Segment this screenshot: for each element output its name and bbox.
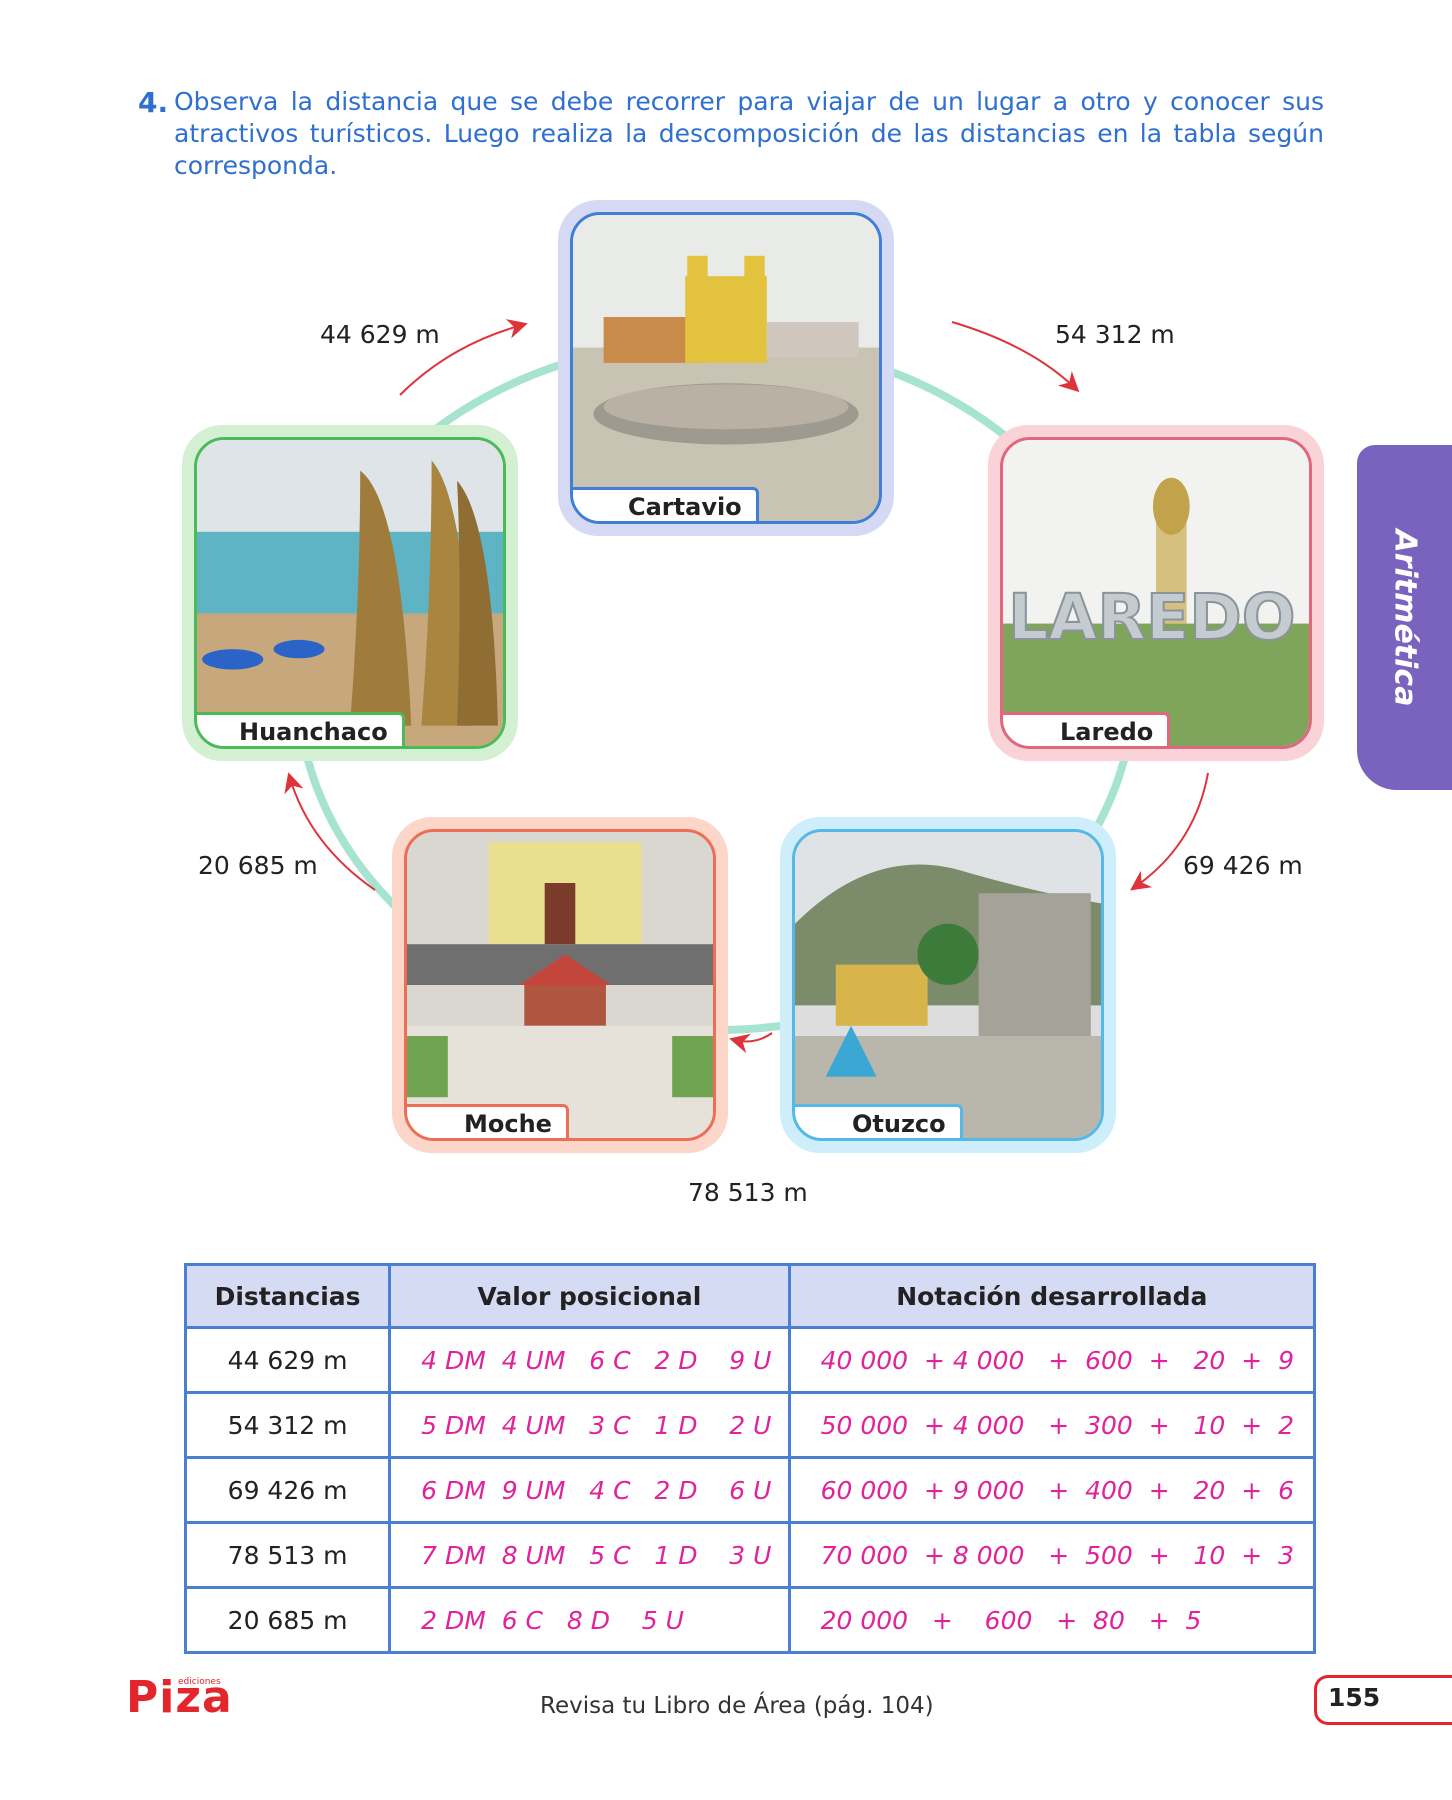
distance-cell: 20 685 m (183, 1586, 392, 1654)
place-photo-laredo: LAREDO Laredo (1000, 437, 1312, 749)
place-label-huanchaco: Huanchaco (197, 712, 405, 746)
place-label-otuzco: Otuzco (795, 1104, 963, 1138)
arrow-otuzco-moche (729, 1032, 773, 1054)
distance-cell: 69 426 m (183, 1456, 392, 1524)
publisher-logo: Piza (126, 1672, 233, 1723)
place-card-laredo: LAREDO Laredo (988, 425, 1324, 761)
positional-cell: 7 DM 8 UM 5 C 1 D 3 U (388, 1521, 791, 1589)
place-card-moche: Moche (392, 817, 728, 1153)
arrow-huanchaco-cartavio (399, 319, 528, 396)
place-photo-moche: Moche (404, 829, 716, 1141)
distance-huanchaco-cartavio: 44 629 m (320, 320, 440, 349)
footer-reference: Revisa tu Libro de Área (pág. 104) (540, 1693, 934, 1719)
expanded-cell: 40 000 + 4 000 + 600 + 20 + 9 (787, 1326, 1317, 1394)
positional-cell: 6 DM 9 UM 4 C 2 D 6 U (388, 1456, 791, 1524)
exercise-instruction: Observa la distancia que se debe recorre… (174, 87, 1324, 180)
expanded-cell: 50 000 + 4 000 + 300 + 10 + 2 (787, 1391, 1317, 1459)
distance-cartavio-laredo: 54 312 m (1055, 320, 1175, 349)
table-row: 78 513 m 7 DM 8 UM 5 C 1 D 3 U 70 000 + … (183, 1521, 1317, 1589)
positional-cell: 5 DM 4 UM 3 C 1 D 2 U (388, 1391, 791, 1459)
publisher-logo-subtitle: ediciones (178, 1677, 221, 1687)
place-photo-huanchaco: Huanchaco (194, 437, 506, 749)
distance-cell: 44 629 m (183, 1326, 392, 1394)
distance-cell: 78 513 m (183, 1521, 392, 1589)
exercise-number: 4. (138, 86, 169, 119)
svg-text:LAREDO: LAREDO (1008, 580, 1295, 654)
place-card-cartavio: Cartavio (558, 200, 894, 536)
distance-laredo-otuzco: 69 426 m (1183, 851, 1303, 880)
place-photo-otuzco: Otuzco (792, 829, 1104, 1141)
arrow-laredo-otuzco (1130, 772, 1209, 891)
place-label-moche: Moche (407, 1104, 569, 1138)
positional-cell: 4 DM 4 UM 6 C 2 D 9 U (388, 1326, 791, 1394)
expanded-cell: 20 000 + 600 + 80 + 5 (787, 1586, 1317, 1654)
table-row: 69 426 m 6 DM 9 UM 4 C 2 D 6 U 60 000 + … (183, 1456, 1317, 1524)
expanded-cell: 60 000 + 9 000 + 400 + 20 + 6 (787, 1456, 1317, 1524)
decomposition-table: Distancias Valor posicional Notación des… (183, 1263, 1317, 1654)
header-expanded-notation: Notación desarrollada (787, 1263, 1317, 1329)
positional-cell: 2 DM 6 C 8 D 5 U (388, 1586, 791, 1654)
expanded-cell: 70 000 + 8 000 + 500 + 10 + 3 (787, 1521, 1317, 1589)
place-photo-cartavio: Cartavio (570, 212, 882, 524)
distance-moche-huanchaco: 20 685 m (198, 851, 318, 880)
table-header-row: Distancias Valor posicional Notación des… (183, 1263, 1317, 1329)
page-number-box (1314, 1675, 1452, 1725)
table-row: 54 312 m 5 DM 4 UM 3 C 1 D 2 U 50 000 + … (183, 1391, 1317, 1459)
place-label-laredo: Laredo (1003, 712, 1171, 746)
place-label-cartavio: Cartavio (573, 487, 759, 521)
arrow-moche-huanchaco (284, 772, 376, 891)
distance-cell: 54 312 m (183, 1391, 392, 1459)
table-row: 44 629 m 4 DM 4 UM 6 C 2 D 9 U 40 000 + … (183, 1326, 1317, 1394)
distance-otuzco-moche: 78 513 m (688, 1178, 808, 1207)
page-number: 155 (1328, 1683, 1381, 1712)
place-card-otuzco: Otuzco (780, 817, 1116, 1153)
header-positional-value: Valor posicional (388, 1263, 791, 1329)
header-distances: Distancias (183, 1263, 392, 1329)
section-tab: Aritmética (1357, 445, 1452, 790)
table-row: 20 685 m 2 DM 6 C 8 D 5 U 20 000 + 600 +… (183, 1586, 1317, 1654)
arrow-cartavio-laredo (951, 321, 1080, 393)
place-card-huanchaco: Huanchaco (182, 425, 518, 761)
